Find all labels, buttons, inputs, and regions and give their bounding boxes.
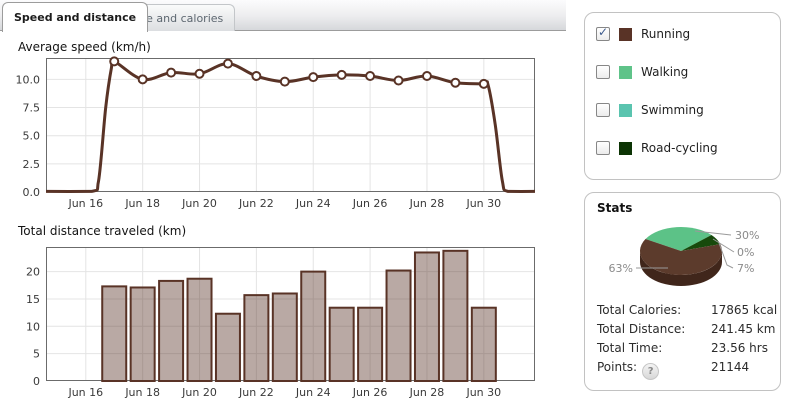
svg-text:Jun 22: Jun 22 <box>238 386 274 399</box>
average-speed-line-chart: Jun 16 Jun 18 Jun 20 Jun 22 Jun 24 Jun 26 Jun … <box>16 56 536 210</box>
stat-row-points: Points:? 21144 <box>597 360 773 380</box>
svg-text:15: 15 <box>26 293 40 306</box>
legend-row-running: Running <box>596 25 691 42</box>
svg-text:Jun 30: Jun 30 <box>465 197 501 210</box>
svg-text:10: 10 <box>26 320 40 333</box>
checkbox-road-cycling[interactable] <box>596 141 610 155</box>
svg-text:Jun 20: Jun 20 <box>181 197 217 210</box>
bar-chart-title: Total distance traveled (km) <box>18 224 187 238</box>
svg-text:Jun 24: Jun 24 <box>295 386 331 399</box>
svg-text:10.0: 10.0 <box>16 73 41 86</box>
svg-text:7%: 7% <box>737 262 754 275</box>
legend-label: Running <box>641 27 691 41</box>
svg-text:5.0: 5.0 <box>23 130 41 143</box>
stat-label: Total Time: <box>597 341 663 355</box>
svg-text:63%: 63% <box>609 262 633 275</box>
svg-text:Jun 18: Jun 18 <box>124 197 160 210</box>
legend-label: Swimming <box>641 103 704 117</box>
svg-text:Jun 24: Jun 24 <box>295 197 331 210</box>
activity-share-pie-chart: 30% 0% 7% 63% <box>609 227 759 286</box>
swimming-color-swatch <box>619 103 632 117</box>
legend-label: Walking <box>641 65 689 79</box>
walking-color-swatch <box>619 65 632 79</box>
svg-text:Jun 20: Jun 20 <box>181 386 217 399</box>
tab-bar: Speed and distance Time and calories <box>0 0 566 32</box>
stat-value: 23.56 hrs <box>711 341 768 355</box>
stat-label: Total Distance: <box>597 322 686 336</box>
stat-label: Points: <box>597 360 638 374</box>
tab-label: Time and calories <box>126 11 224 25</box>
total-distance-bar-chart: Jun 16 Jun 18 Jun 20 Jun 22 Jun 24 Jun 26 Jun … <box>26 247 535 399</box>
legend-row-road-cycling: Road-cycling <box>596 140 718 156</box>
stats-panel: Stats 30% 0% 7% 63% Total Calories: 17865 k… <box>584 192 781 391</box>
svg-text:0%: 0% <box>737 246 754 259</box>
svg-text:5: 5 <box>33 348 40 361</box>
points-help-icon[interactable]: ? <box>642 363 660 380</box>
svg-text:0.0: 0.0 <box>23 186 41 199</box>
stat-value: 241.45 km <box>711 322 776 336</box>
legend-row-walking: Walking <box>596 64 688 80</box>
stats-title: Stats <box>597 201 633 215</box>
svg-text:Jun 26: Jun 26 <box>352 197 388 210</box>
svg-text:2.5: 2.5 <box>23 158 41 171</box>
checkbox-swimming[interactable] <box>596 103 610 117</box>
svg-text:7.5: 7.5 <box>23 102 41 115</box>
running-color-swatch <box>619 27 632 41</box>
checkbox-walking[interactable] <box>596 65 610 79</box>
line-chart-title: Average speed (km/h) <box>18 40 151 54</box>
stat-value: 17865 kcal <box>711 303 778 317</box>
checkbox-running[interactable] <box>596 25 610 41</box>
stat-value: 21144 <box>711 360 750 374</box>
legend-row-swimming: Swimming <box>596 102 704 118</box>
svg-text:Jun 16: Jun 16 <box>67 197 103 210</box>
road-cycling-color-swatch <box>619 141 632 155</box>
stat-row-time: Total Time: 23.56 hrs <box>597 341 773 360</box>
stat-label: Total Calories: <box>597 303 682 317</box>
svg-text:Jun 30: Jun 30 <box>465 386 501 399</box>
legend-label: Road-cycling <box>641 141 718 155</box>
svg-text:Jun 16: Jun 16 <box>67 386 103 399</box>
svg-text:Jun 28: Jun 28 <box>409 197 445 210</box>
svg-text:Jun 28: Jun 28 <box>409 386 445 399</box>
svg-text:30%: 30% <box>735 229 759 242</box>
tab-speed-and-distance[interactable]: Speed and distance <box>2 2 149 32</box>
svg-text:Jun 26: Jun 26 <box>352 386 388 399</box>
stat-row-distance: Total Distance: 241.45 km <box>597 322 776 341</box>
tab-label: Speed and distance <box>14 11 137 24</box>
svg-text:0: 0 <box>33 375 40 388</box>
stat-row-calories: Total Calories: 17865 kcal <box>597 303 777 322</box>
svg-text:20: 20 <box>26 266 40 279</box>
activity-legend-panel: Running Walking Swimming Road-cycling <box>584 12 781 180</box>
svg-text:Jun 22: Jun 22 <box>238 197 274 210</box>
svg-text:Jun 18: Jun 18 <box>124 386 160 399</box>
